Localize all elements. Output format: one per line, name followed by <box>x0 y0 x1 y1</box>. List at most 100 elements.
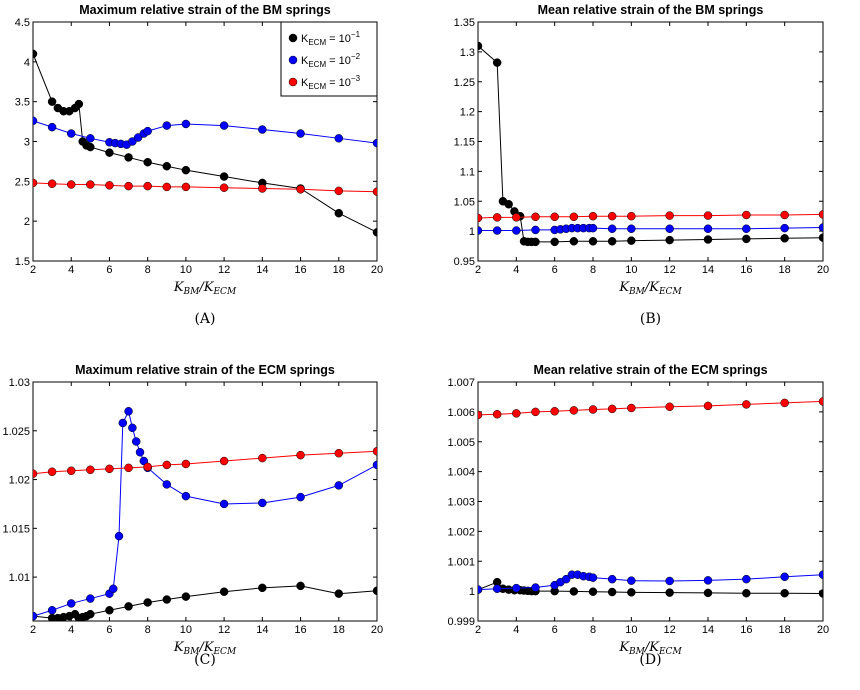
data-point <box>512 409 521 418</box>
data-point <box>492 226 502 235</box>
x-tick-label: 10 <box>180 264 192 276</box>
data-point <box>105 148 114 157</box>
x-tick-label: 20 <box>371 264 383 276</box>
data-point <box>531 212 540 222</box>
x-tick-label: 18 <box>333 264 345 276</box>
data-point <box>818 210 823 219</box>
data-point <box>181 165 191 175</box>
data-point <box>588 237 598 246</box>
data-point <box>818 570 823 579</box>
data-point <box>296 129 305 138</box>
data-point <box>531 407 540 417</box>
data-point <box>47 606 57 615</box>
series-line-0 <box>478 45 823 243</box>
data-point <box>742 400 751 409</box>
data-point <box>818 233 823 242</box>
data-point <box>665 588 674 597</box>
y-tick-label: 1.25 <box>454 77 475 89</box>
y-tick-label: 1 <box>469 586 475 598</box>
y-tick-label: 1.03 <box>9 377 30 389</box>
y-tick-label: 1.3 <box>460 47 475 59</box>
data-point <box>86 465 95 475</box>
y-tick-label: 1.001 <box>447 556 475 568</box>
data-point <box>504 199 513 209</box>
series-line-1 <box>33 409 377 617</box>
data-point <box>47 122 57 132</box>
data-point <box>531 583 540 592</box>
data-point <box>478 41 483 51</box>
x-tick-label: 14 <box>702 624 714 636</box>
x-tick-label: 12 <box>218 624 230 636</box>
y-tick-label: 4.5 <box>15 17 30 29</box>
data-point <box>296 450 305 460</box>
chart-title: Mean relative strain of the ECM springs <box>533 363 767 377</box>
data-point <box>258 453 267 463</box>
data-point <box>143 181 152 191</box>
data-point <box>492 213 502 222</box>
data-point <box>569 406 579 415</box>
y-tick-label: 1.05 <box>454 196 475 208</box>
legend-marker <box>288 33 298 43</box>
data-point <box>86 609 95 619</box>
x-axis-label: KBM/KECM <box>618 640 682 657</box>
data-point <box>372 460 377 470</box>
y-tick-label: 2.5 <box>15 176 30 188</box>
data-point <box>780 398 789 408</box>
legend-label: KECM = 10−3 <box>301 74 361 91</box>
y-tick-label: 1.02 <box>9 475 30 487</box>
x-tick-label: 4 <box>68 264 74 276</box>
data-point <box>86 180 95 189</box>
x-tick-label: 12 <box>664 264 676 276</box>
data-point <box>124 602 133 611</box>
data-point <box>372 187 377 196</box>
data-point <box>296 581 305 591</box>
x-tick-label: 16 <box>740 624 752 636</box>
data-point <box>143 157 152 167</box>
panel-caption: (D) <box>639 652 661 668</box>
y-tick-label: 1.007 <box>447 377 475 389</box>
data-point <box>703 235 713 244</box>
data-point <box>780 223 789 233</box>
series-line-1 <box>478 574 823 591</box>
panel-caption: (B) <box>640 311 661 327</box>
data-point <box>334 134 344 143</box>
y-tick-label: 3 <box>24 137 30 149</box>
data-point <box>296 492 305 502</box>
data-point <box>569 587 579 596</box>
data-point <box>219 183 229 192</box>
data-point <box>66 599 76 608</box>
data-point <box>780 572 789 582</box>
data-point <box>478 213 483 223</box>
data-point <box>258 184 267 193</box>
x-tick-label: 14 <box>256 264 268 276</box>
data-point <box>588 587 598 596</box>
data-point <box>143 598 152 607</box>
data-point <box>47 179 57 188</box>
chart-panel-a: Maximum relative strain of the BM spring… <box>15 3 383 327</box>
data-point <box>569 212 579 222</box>
y-tick-label: 1.025 <box>2 426 30 438</box>
data-point <box>627 403 636 413</box>
x-tick-label: 4 <box>513 624 519 636</box>
data-point <box>135 447 145 457</box>
data-point <box>665 211 674 220</box>
data-point <box>478 585 483 594</box>
data-point <box>569 237 579 246</box>
chart-title: Maximum relative strain of the ECM sprin… <box>75 363 335 377</box>
data-point <box>627 236 636 245</box>
series-line-1 <box>478 227 823 232</box>
y-tick-label: 1.005 <box>447 437 475 449</box>
data-point <box>334 589 344 598</box>
data-point <box>162 595 172 604</box>
chart-title: Mean relative strain of the BM springs <box>538 3 764 17</box>
panel-caption: (A) <box>194 311 215 327</box>
data-point <box>162 121 172 130</box>
y-tick-label: 1.006 <box>447 407 475 419</box>
data-point <box>105 181 114 190</box>
data-point <box>703 211 713 220</box>
data-point <box>478 226 483 235</box>
data-point <box>219 456 229 466</box>
data-point <box>607 574 617 584</box>
x-tick-label: 8 <box>590 264 596 276</box>
x-tick-label: 6 <box>552 264 558 276</box>
